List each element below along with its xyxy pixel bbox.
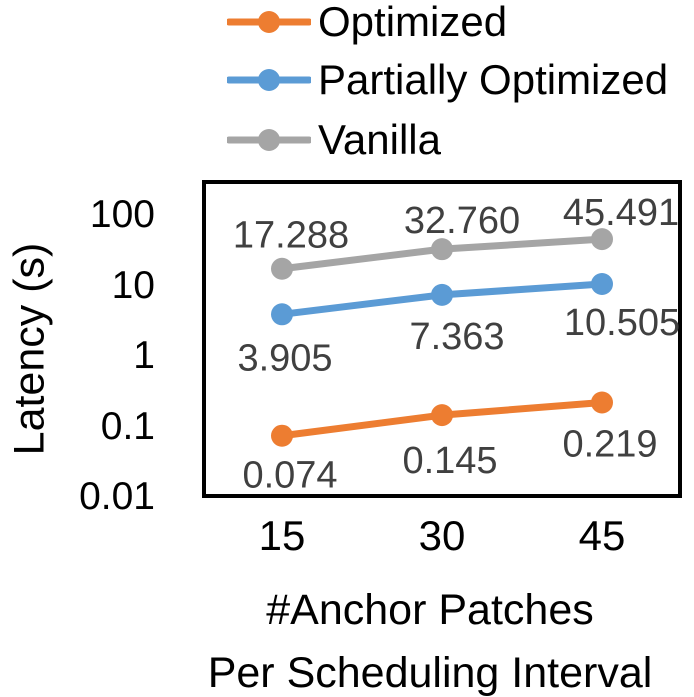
data-point-vanilla-30 bbox=[431, 238, 453, 261]
x-axis-title-line-2: Per Scheduling Interval bbox=[207, 649, 653, 697]
data-label-optimized-30: 0.145 bbox=[402, 440, 497, 482]
x-tick-label: 15 bbox=[258, 512, 306, 559]
legend-item-vanilla: Vanilla bbox=[227, 116, 441, 163]
data-label-partially-optimized-45: 10.505 bbox=[564, 302, 680, 344]
legend-item-optimized: Optimized bbox=[227, 0, 508, 45]
y-tick-label: 0.01 bbox=[79, 475, 155, 518]
data-label-vanilla-15: 17.288 bbox=[233, 215, 349, 257]
data-point-optimized-45 bbox=[591, 391, 613, 414]
data-point-partially-optimized-15 bbox=[271, 303, 293, 326]
legend-label: Optimized bbox=[318, 0, 508, 45]
y-tick-label: 100 bbox=[89, 193, 155, 236]
data-point-partially-optimized-45 bbox=[591, 272, 613, 295]
plot-border bbox=[202, 180, 682, 498]
data-point-vanilla-15 bbox=[271, 257, 293, 280]
x-tick-label: 30 bbox=[418, 512, 466, 559]
legend-item-partially-optimized: Partially Optimized bbox=[227, 56, 669, 103]
data-point-partially-optimized-30 bbox=[431, 283, 453, 306]
data-point-optimized-15 bbox=[271, 424, 293, 447]
x-tick-label: 45 bbox=[578, 512, 626, 559]
data-label-vanilla-30: 32.760 bbox=[404, 200, 520, 242]
data-label-optimized-15: 0.074 bbox=[242, 455, 337, 497]
y-tick-label: 0.1 bbox=[100, 404, 155, 448]
legend-label: Partially Optimized bbox=[318, 56, 669, 103]
legend-line-marker-icon bbox=[227, 129, 311, 151]
x-axis-title-line-1: #Anchor Patches bbox=[266, 586, 594, 634]
data-label-partially-optimized-30: 7.363 bbox=[409, 316, 504, 358]
y-tick-label: 10 bbox=[111, 263, 155, 307]
data-label-partially-optimized-15: 3.905 bbox=[237, 337, 332, 379]
legend-line-marker-icon bbox=[227, 11, 311, 33]
data-label-vanilla-45: 45.491 bbox=[563, 192, 679, 234]
data-label-optimized-45: 0.219 bbox=[562, 423, 657, 465]
data-point-optimized-30 bbox=[431, 404, 453, 427]
data-point-vanilla-45 bbox=[591, 228, 613, 251]
y-tick-label: 1 bbox=[133, 334, 155, 377]
legend-label: Vanilla bbox=[318, 116, 441, 163]
legend-line-marker-icon bbox=[227, 69, 311, 91]
